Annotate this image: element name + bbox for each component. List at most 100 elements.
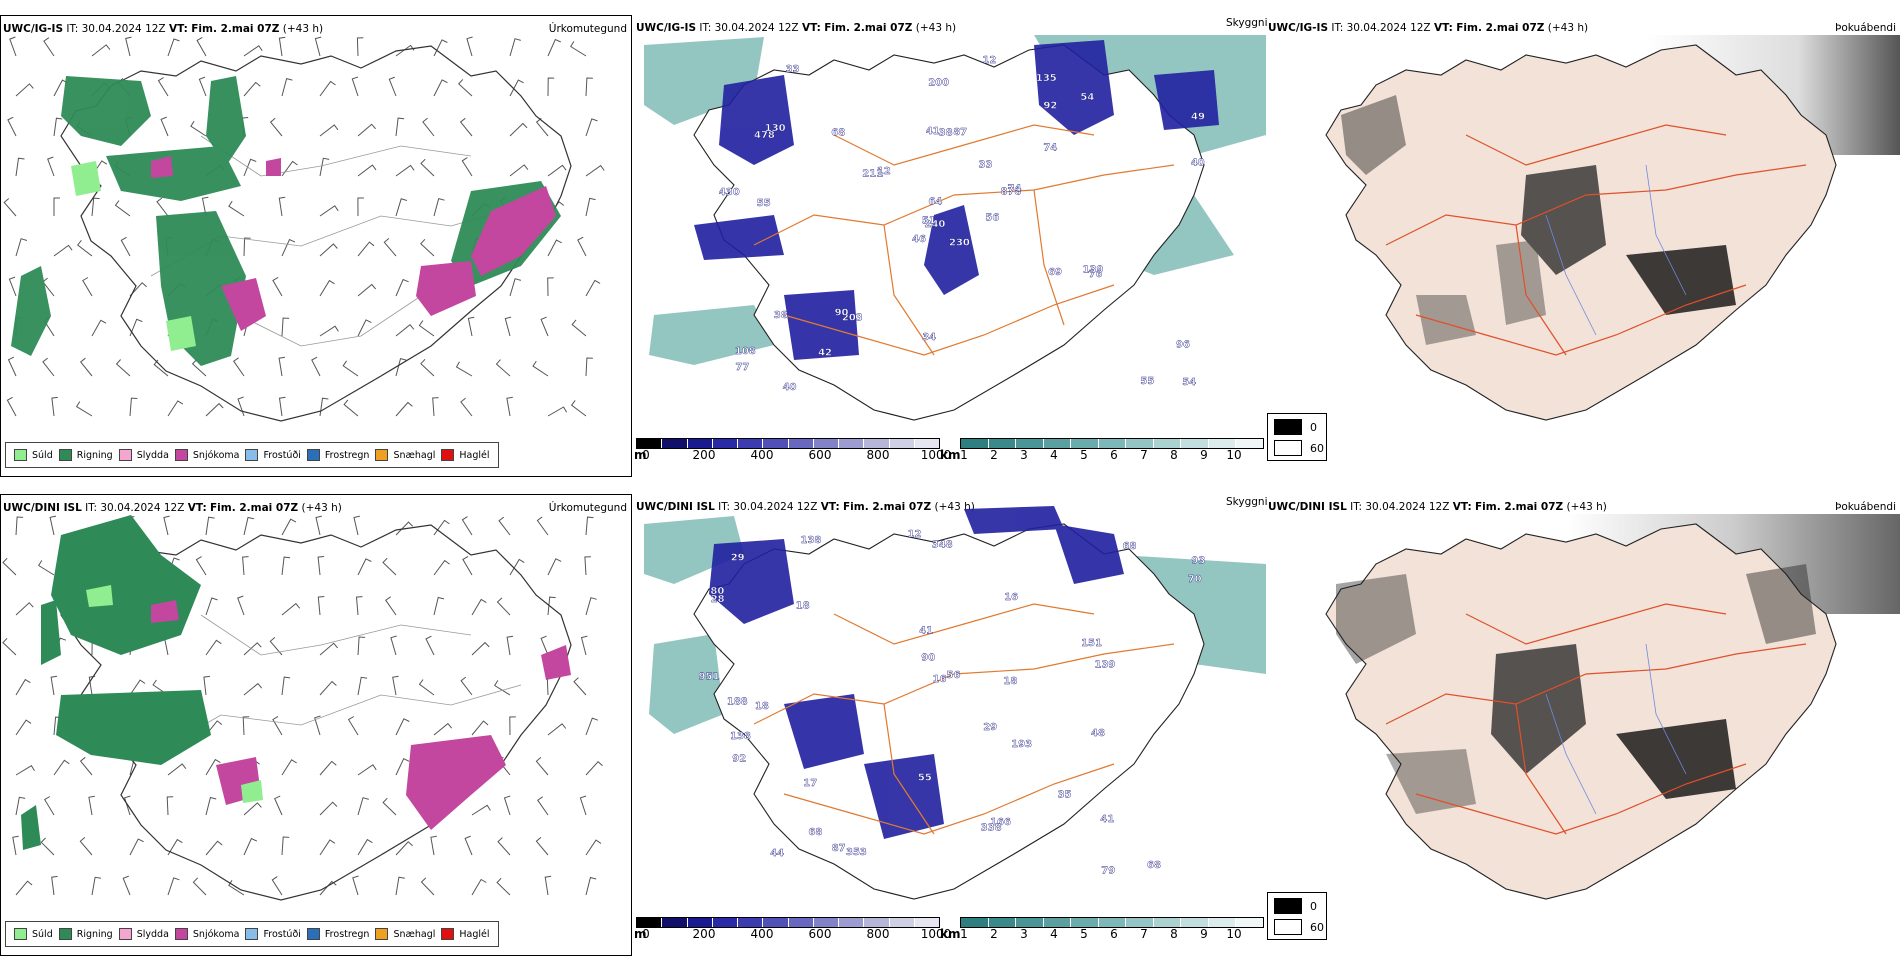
wind-barb	[38, 560, 55, 576]
wind-barb	[15, 602, 34, 616]
wind-barb	[395, 357, 407, 377]
wind-barb	[540, 635, 549, 656]
it-label: IT:	[66, 23, 79, 35]
wind-barb	[15, 796, 26, 816]
wind-barb	[509, 38, 521, 57]
wind-barb	[537, 796, 549, 816]
visibility-value-label: 96	[1176, 340, 1190, 351]
wind-barb	[357, 558, 372, 576]
scale-tick-label: 4	[1050, 448, 1058, 462]
visibility-value-label: 74	[1008, 184, 1022, 195]
wind-barb	[433, 197, 445, 217]
wind-barb	[509, 79, 524, 97]
visibility-value-label: 34	[922, 332, 936, 343]
wind-barb	[342, 360, 359, 377]
wind-barb	[357, 123, 376, 137]
wind-barb	[205, 402, 224, 417]
wind-barb	[319, 642, 338, 656]
wind-barb	[15, 83, 34, 97]
wind-barb	[382, 797, 397, 816]
legend-item-rigning: Rigning	[58, 449, 113, 461]
wind-barb	[160, 116, 169, 137]
wind-barb	[461, 516, 473, 536]
wind-barb	[7, 116, 17, 137]
height-unit: m	[634, 927, 647, 941]
visibility-value-label: 92	[732, 753, 746, 764]
roads	[1385, 603, 1807, 835]
wind-barb	[47, 156, 55, 177]
legend-label: Súld	[32, 449, 53, 461]
visibility-value-label: 108	[735, 346, 756, 357]
visibility-value-label: 240	[925, 219, 946, 230]
legend-label: Snæhagl	[393, 449, 436, 461]
wind-barb	[7, 356, 17, 377]
visibility-value-label: 40	[783, 382, 797, 393]
legend-label: Rigning	[76, 449, 113, 461]
colorbar-step	[1098, 918, 1127, 927]
wind-barb	[357, 241, 375, 257]
scale-tick-label: 3	[1020, 927, 1028, 941]
visibility-value-label: 68	[831, 128, 845, 139]
wind-barb	[122, 875, 131, 896]
fog-legend-swatch	[1274, 440, 1302, 456]
scale-tick-label: 7	[1140, 927, 1148, 941]
panel-title: Þokuábendi	[1835, 22, 1896, 34]
scale-tick-label: 200	[692, 927, 716, 941]
wind-barb	[395, 164, 415, 177]
wind-barb	[395, 324, 415, 337]
visibility-value-label: 41	[1100, 814, 1114, 825]
scale-tick-label: 10	[1226, 927, 1242, 941]
drizzle-areas	[86, 585, 263, 803]
visibility-value-label: 338	[981, 823, 1002, 834]
vt-label: VT:	[801, 22, 821, 34]
fog-legend-label: 60	[1310, 441, 1324, 455]
vt-label: VT:	[187, 502, 207, 514]
visibility-value-label: 130	[765, 123, 786, 134]
visibility-map-bottom: 951 348 151 93 80 68 18 16 41 68 56 48 12 28 18 17 166 18…	[644, 506, 1266, 900]
visibility-value-label: 38	[939, 127, 953, 138]
wind-barb	[462, 555, 473, 576]
wind-barb	[205, 796, 217, 816]
visibility-value-label: 56	[947, 670, 961, 681]
legend-swatch	[306, 928, 320, 940]
visibility-value-label: 40	[1191, 158, 1205, 169]
wind-barb	[395, 841, 413, 856]
wind-barb	[15, 516, 24, 536]
vt-label: VT:	[1452, 501, 1472, 513]
visibility-value-label: 12	[982, 55, 996, 66]
legend-item-slydda: Slydda	[118, 449, 169, 461]
colorbar-step	[662, 918, 688, 927]
visibility-value-label: 69	[1048, 267, 1062, 278]
panel-title: Úrkomutegund	[548, 23, 627, 35]
colorbar-step	[914, 918, 939, 927]
wind-barb	[509, 278, 522, 297]
wind-barb	[120, 236, 131, 257]
wind-barb	[201, 196, 209, 217]
wind-barb	[88, 795, 95, 816]
lead-time: (+43 h)	[1566, 501, 1607, 513]
visibility-value-label: 29	[731, 553, 745, 564]
fog-legend-label: 0	[1310, 420, 1317, 434]
colorbar-step	[763, 439, 789, 448]
wind-barb	[15, 157, 25, 177]
legend-label: Rigning	[76, 928, 113, 940]
wind-barb	[274, 795, 283, 816]
legend-item-frostudi: Frostúði	[245, 449, 301, 461]
visibility-value-label: 139	[1083, 265, 1104, 276]
wind-barb	[471, 598, 487, 616]
wind-barb	[317, 556, 325, 576]
visibility-value-label: 16	[933, 674, 947, 685]
it-value: 30.04.2024 12Z	[1365, 501, 1450, 513]
wind-barb	[357, 319, 372, 337]
visibility-value-label: 49	[1191, 111, 1205, 122]
wind-barb	[580, 635, 588, 656]
wind-barb	[547, 239, 562, 257]
distance-unit: km	[940, 927, 961, 941]
wind-barb	[395, 876, 405, 896]
it-label: IT:	[1331, 22, 1344, 34]
scale-tick-label: 8	[1170, 448, 1178, 462]
visibility-value-label: 17	[803, 778, 817, 789]
wind-barb	[319, 801, 338, 816]
vt-value: Fim. 2.mai 07Z	[843, 501, 932, 513]
wind-barb	[50, 675, 58, 696]
